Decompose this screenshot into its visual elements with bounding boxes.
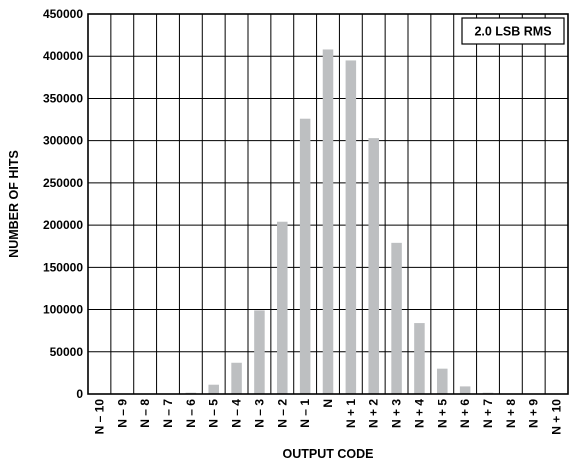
y-tick-label: 300000 (43, 134, 83, 148)
x-tick-label: N + 10 (550, 399, 564, 435)
plot-frame (87, 13, 569, 395)
y-tick-labels: 0 50000 100000 150000 200000 250000 300000 3500… (43, 7, 83, 401)
x-tick-label: N – 2 (275, 399, 289, 428)
x-tick-label: N – 8 (138, 399, 152, 428)
y-tick-label: 100000 (43, 303, 83, 317)
x-tick-label: N + 9 (527, 399, 541, 428)
bar (254, 310, 265, 394)
x-tick-label: N + 5 (435, 399, 449, 428)
y-tick-label: 200000 (43, 218, 83, 232)
bar (208, 384, 219, 394)
x-tick-label: N + 6 (458, 399, 472, 428)
x-tick-label: N – 4 (230, 399, 244, 428)
bar (299, 118, 311, 394)
y-axis-title: NUMBER OF HITS (7, 150, 21, 258)
annotation-label: 2.0 LSB RMS (474, 25, 551, 39)
y-tick-label: 400000 (43, 49, 83, 63)
x-tick-label: N + 4 (412, 399, 426, 428)
bar (231, 362, 242, 394)
y-tick-label: 350000 (43, 91, 83, 105)
x-tick-label: N + 3 (390, 399, 404, 428)
x-tick-labels: N – 10 N – 9 N – 8 N – 7 N – 6 N – 5 N – 4 N – … (92, 399, 563, 435)
y-tick-label: 0 (76, 387, 83, 401)
y-tick-label: 150000 (43, 260, 83, 274)
annotation-box: 2.0 LSB RMS (461, 17, 565, 45)
x-tick-label: N – 5 (207, 399, 221, 428)
bar (414, 323, 425, 394)
x-tick-label: N – 10 (92, 399, 106, 435)
x-tick-label: N + 8 (504, 399, 518, 428)
y-tick-label: 50000 (50, 345, 84, 359)
bar (368, 138, 379, 394)
x-tick-label: N – 1 (298, 399, 312, 428)
x-tick-label: N (321, 399, 335, 408)
bar (277, 221, 288, 394)
bar (322, 49, 334, 394)
x-tick-label: N – 9 (115, 399, 129, 428)
x-tick-label: N + 1 (344, 399, 358, 428)
bars (185, 49, 494, 394)
y-tick-label: 250000 (43, 176, 83, 190)
x-tick-label: N – 6 (184, 399, 198, 428)
y-tick-label: 450000 (43, 7, 83, 21)
x-tick-label: N + 7 (481, 399, 495, 428)
x-tick-label: N + 2 (367, 399, 381, 428)
x-tick-label: N – 3 (252, 399, 266, 428)
bar (459, 386, 471, 394)
bar (437, 368, 448, 394)
x-axis-title: OUTPUT CODE (283, 447, 374, 461)
bar (345, 60, 357, 394)
x-tick-label: N – 7 (161, 399, 175, 428)
bar (391, 242, 402, 394)
